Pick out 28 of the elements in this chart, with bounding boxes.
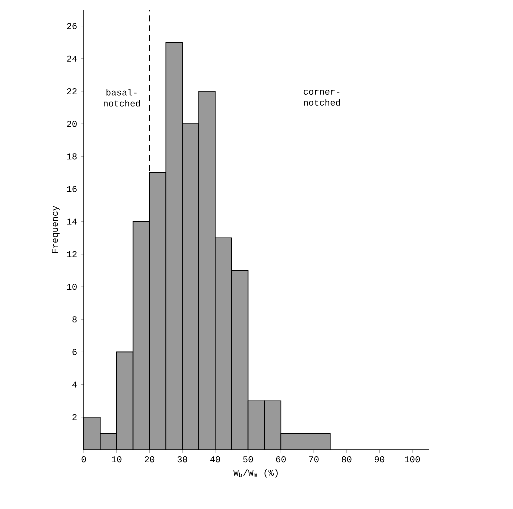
x-tick-label: 80 [342, 456, 352, 463]
y-tick-label: 22 [67, 88, 77, 94]
x-tick-label: 30 [178, 456, 188, 463]
y-tick-label: 8 [72, 316, 77, 323]
x-tick-label: 60 [276, 456, 286, 463]
y-tick-label: 10 [67, 284, 77, 290]
text: W$_{b}$/W$_{m}$ (%) [234, 469, 278, 478]
y-tick-label: 16 [67, 186, 77, 192]
x-tick-label: 50 [243, 456, 254, 463]
y-tick-label: 24 [67, 56, 78, 62]
y-tick-label: 18 [67, 154, 77, 160]
y-axis-title: Frequency [52, 206, 60, 254]
annotation: basal-notched [104, 89, 140, 107]
y-tick-label: 6 [72, 349, 77, 356]
x-tick-label: 40 [210, 456, 220, 463]
x-tick-label: 100 [405, 456, 420, 463]
y-tick-label: 4 [72, 382, 78, 388]
x-tick-label: 90 [374, 456, 385, 463]
y-tick-label: 26 [67, 23, 77, 30]
y-tick-label: 2 [72, 414, 77, 420]
annotation: corner-notched [304, 90, 340, 106]
y-tick-label: 12 [67, 251, 77, 258]
y-tick-label: 14 [67, 218, 78, 225]
y-tick-label: 20 [67, 121, 77, 128]
x-tick-label: 20 [144, 456, 155, 463]
x-tick-label: 0 [82, 456, 86, 463]
x-tick-label: 10 [112, 456, 122, 463]
x-tick-label: 70 [309, 456, 319, 463]
